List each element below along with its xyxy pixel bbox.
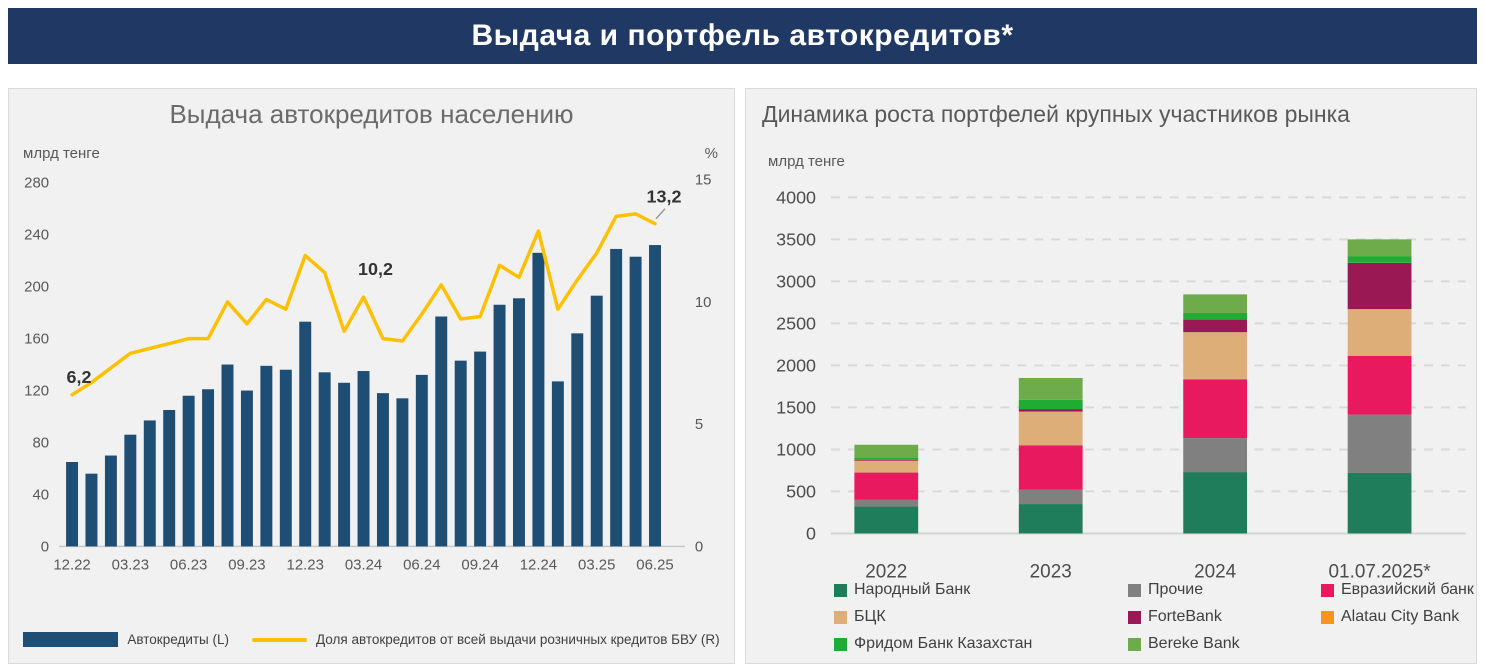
legend-label-line: Доля автокредитов от всей выдачи розничн…	[316, 632, 720, 647]
legend-item: Bereke Bank	[1128, 635, 1321, 653]
legend-swatch	[834, 637, 847, 651]
portfolio-chart-title: Динамика роста портфелей крупных участни…	[762, 101, 1350, 127]
portfolio-axis-unit-label: млрд тенге	[768, 153, 845, 170]
legend-label: Народный Банк	[854, 581, 971, 598]
svg-text:4000: 4000	[776, 187, 816, 207]
svg-text:80: 80	[32, 434, 49, 451]
svg-text:280: 280	[24, 175, 49, 192]
issuance-panel: Выдача автокредитов населению млрд тенге…	[8, 88, 735, 664]
legend-label: Фридом Банк Казахстан	[854, 635, 1033, 652]
svg-text:12.22: 12.22	[53, 556, 90, 573]
svg-text:03.25: 03.25	[578, 556, 615, 573]
svg-text:12.24: 12.24	[520, 556, 557, 573]
legend-swatch	[1321, 583, 1334, 597]
svg-text:6,2: 6,2	[67, 367, 92, 387]
portfolio-legend: Народный Банк Прочие Евразийский банк БЦ…	[834, 581, 1474, 653]
svg-text:240: 240	[24, 227, 49, 244]
svg-text:09.24: 09.24	[461, 556, 498, 573]
svg-text:500: 500	[786, 481, 816, 501]
left-axis-unit-label: млрд тенге	[23, 145, 100, 162]
legend-swatch	[1321, 610, 1334, 624]
svg-text:40: 40	[32, 486, 49, 503]
legend-swatch	[1128, 583, 1141, 597]
svg-text:0: 0	[41, 538, 49, 555]
svg-text:15: 15	[695, 172, 712, 189]
svg-text:3500: 3500	[776, 229, 816, 249]
legend-item: Народный Банк	[834, 581, 1128, 599]
svg-text:13,2: 13,2	[647, 187, 682, 207]
svg-text:2024: 2024	[1194, 561, 1236, 582]
portfolio-panel: Динамика роста портфелей крупных участни…	[745, 88, 1477, 664]
svg-text:2022: 2022	[865, 561, 907, 582]
svg-text:06.23: 06.23	[170, 556, 207, 573]
svg-text:160: 160	[24, 331, 49, 348]
svg-text:10: 10	[695, 294, 712, 311]
legend-item: Alatau City Bank	[1321, 608, 1474, 626]
issuance-chart-title: Выдача автокредитов населению	[169, 99, 574, 129]
legend-label: Bereke Bank	[1148, 635, 1240, 652]
legend-item: Евразийский банк	[1321, 581, 1474, 599]
legend-label: Евразийский банк	[1341, 581, 1474, 598]
svg-text:1500: 1500	[776, 397, 816, 417]
right-axis-unit-label: %	[704, 145, 718, 162]
page-title-banner: Выдача и портфель автокредитов*	[8, 8, 1477, 64]
svg-text:01.07.2025*: 01.07.2025*	[1329, 561, 1432, 582]
svg-text:1000: 1000	[776, 439, 816, 459]
legend-label: ForteBank	[1148, 608, 1222, 625]
legend-label: БЦК	[854, 608, 886, 625]
svg-text:09.23: 09.23	[228, 556, 265, 573]
svg-text:0: 0	[695, 538, 703, 555]
legend-label: Прочие	[1148, 581, 1204, 598]
issuance-legend: Автокредиты (L) Доля автокредитов от все…	[9, 632, 734, 647]
legend-swatch	[1128, 610, 1141, 624]
legend-item: БЦК	[834, 608, 1128, 626]
legend-label-bars: Автокредиты (L)	[127, 632, 229, 647]
svg-text:2023: 2023	[1030, 561, 1072, 582]
svg-text:0: 0	[806, 523, 816, 543]
svg-text:2000: 2000	[776, 355, 816, 375]
svg-text:03.23: 03.23	[112, 556, 149, 573]
svg-text:10,2: 10,2	[358, 259, 393, 279]
legend-swatch-bars	[23, 632, 119, 647]
svg-text:2500: 2500	[776, 313, 816, 333]
legend-item: Прочие	[1128, 581, 1321, 599]
svg-text:12.23: 12.23	[287, 556, 324, 573]
svg-text:03.24: 03.24	[345, 556, 382, 573]
legend-swatch	[1128, 637, 1141, 651]
legend-swatch-line	[252, 637, 307, 642]
svg-text:06.24: 06.24	[403, 556, 440, 573]
svg-text:5: 5	[695, 416, 703, 433]
legend-swatch	[834, 610, 847, 624]
legend-item: Фридом Банк Казахстан	[834, 635, 1128, 653]
legend-item: ForteBank	[1128, 608, 1321, 626]
portfolio-plot: 4000 3500 3000 2500 2000 1500 1000 500 0 2022 2023…	[776, 187, 1466, 582]
svg-text:06.25: 06.25	[636, 556, 673, 573]
portfolio-chart-canvas: 4000 3500 3000 2500 2000 1500 1000 500 0 2022 2023…	[776, 187, 1466, 582]
legend-swatch	[834, 583, 847, 597]
legend-label: Alatau City Bank	[1341, 608, 1460, 625]
svg-text:200: 200	[24, 279, 49, 296]
page-title: Выдача и портфель автокредитов*	[471, 19, 1014, 52]
svg-text:120: 120	[24, 383, 49, 400]
svg-text:3000: 3000	[776, 271, 816, 291]
